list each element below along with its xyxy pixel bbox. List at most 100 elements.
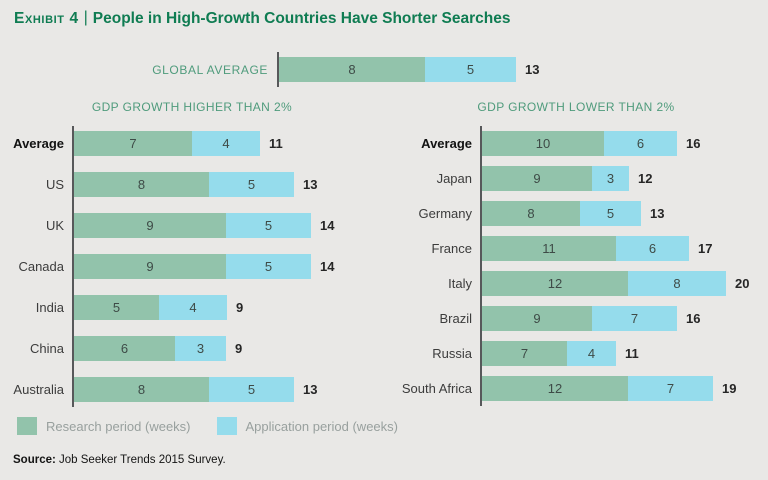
total-label: 13 <box>303 177 318 192</box>
bar-row: France 11 6 17 <box>384 236 768 261</box>
segment-value: 3 <box>606 171 615 186</box>
bar-row: US 8 5 13 <box>0 172 384 197</box>
bar-row: India 5 4 9 <box>0 295 384 320</box>
research-segment: 9 <box>482 306 592 331</box>
category-label: Russia <box>432 346 472 361</box>
application-segment: 5 <box>425 57 516 82</box>
category-label: Italy <box>448 276 472 291</box>
segment-value: 7 <box>520 346 529 361</box>
category-label: China <box>30 341 64 356</box>
bar-row: South Africa 12 7 19 <box>384 376 768 401</box>
bar-row: Canada 9 5 14 <box>0 254 384 279</box>
segment-value: 4 <box>189 300 197 315</box>
research-segment: 7 <box>482 341 567 366</box>
research-segment: 10 <box>482 131 604 156</box>
total-label: 14 <box>320 218 335 233</box>
total-label: 12 <box>638 171 653 186</box>
segment-value: 6 <box>120 341 129 356</box>
application-swatch-icon <box>216 417 237 435</box>
bar-row: Brazil 9 7 16 <box>384 306 768 331</box>
exhibit-label: Exhibit 4 <box>14 10 79 27</box>
total-label: 16 <box>686 136 701 151</box>
application-segment: 7 <box>628 376 713 401</box>
application-segment: 6 <box>616 236 689 261</box>
stacked-bar: 10 6 <box>482 131 677 156</box>
research-segment: 6 <box>74 336 175 361</box>
axis-line <box>480 126 482 406</box>
segment-value: 5 <box>247 382 256 397</box>
bar-row: Average 7 4 11 <box>0 131 384 156</box>
category-label: Germany <box>418 206 472 221</box>
stacked-bar: 11 6 <box>482 236 689 261</box>
title-separator: | <box>83 9 88 26</box>
exhibit-headline: People in High-Growth Countries Have Sho… <box>92 10 511 27</box>
source-prefix: Source: <box>13 454 56 466</box>
category-label: US <box>45 177 64 192</box>
segment-value: 7 <box>129 136 137 151</box>
application-segment: 5 <box>226 254 311 279</box>
stacked-bar: 12 8 <box>482 271 726 296</box>
bar-row: China 6 3 9 <box>0 336 384 361</box>
research-swatch-icon <box>17 417 37 435</box>
total-label: 19 <box>722 381 737 396</box>
segment-value: 5 <box>264 218 273 233</box>
research-segment: 12 <box>482 271 628 296</box>
application-segment: 6 <box>604 131 677 156</box>
total-label: 9 <box>236 300 244 315</box>
segment-value: 9 <box>146 259 154 274</box>
source-text: Job Seeker Trends 2015 Survey. <box>55 454 226 466</box>
segment-value: 8 <box>673 276 681 291</box>
total-label: 16 <box>686 311 701 326</box>
application-segment: 5 <box>226 213 311 238</box>
application-segment: 3 <box>592 166 629 191</box>
category-label: Brazil <box>439 311 472 326</box>
axis-line <box>277 52 279 87</box>
category-label: GLOBAL AVERAGE <box>152 62 268 77</box>
exhibit-title: Exhibit 4 | People in High-Growth Countrie… <box>14 9 511 28</box>
stacked-bar: 12 7 <box>482 376 713 401</box>
total-label: 13 <box>303 382 318 397</box>
total-label: 9 <box>235 341 243 356</box>
global-average-rows: GLOBAL AVERAGE 8 5 13 <box>0 52 768 87</box>
gdp-lower-chart: GDP GROWTH LOWER THAN 2% Average 10 6 16 Jap… <box>384 100 768 406</box>
research-segment: 9 <box>74 213 226 238</box>
global-average-chart: GLOBAL AVERAGE 8 5 13 <box>0 52 768 87</box>
segment-value: 5 <box>247 177 256 192</box>
bar-row: Italy 12 8 20 <box>384 271 768 296</box>
research-segment: 9 <box>74 254 226 279</box>
research-segment: 12 <box>482 376 628 401</box>
application-segment: 4 <box>192 131 260 156</box>
total-label: 14 <box>320 259 335 274</box>
segment-value: 9 <box>533 311 541 326</box>
category-label: Japan <box>436 171 472 186</box>
category-label: Australia <box>13 382 64 397</box>
legend-label-application: Application period (weeks) <box>245 418 398 434</box>
total-label: 11 <box>269 136 283 151</box>
segment-value: 9 <box>146 218 154 233</box>
research-segment: 8 <box>482 201 580 226</box>
segment-value: 8 <box>527 206 535 221</box>
research-segment: 8 <box>279 57 425 82</box>
segment-value: 4 <box>222 136 230 151</box>
segment-value: 4 <box>587 346 596 361</box>
segment-value: 12 <box>547 381 563 396</box>
application-segment: 5 <box>209 172 294 197</box>
category-label: Canada <box>18 259 64 274</box>
application-segment: 8 <box>628 271 726 296</box>
bar-row: Russia 7 4 11 <box>384 341 768 366</box>
category-label: South Africa <box>401 381 472 396</box>
bar-row: Average 10 6 16 <box>384 131 768 156</box>
segment-value: 8 <box>348 62 356 77</box>
axis-line <box>72 126 74 407</box>
application-segment: 7 <box>592 306 677 331</box>
gdp-higher-rows: Average 7 4 11 US 8 5 13 UK 9 5 14 Canada 9 5 14 India 5 4… <box>0 126 384 407</box>
segment-value: 5 <box>112 300 121 315</box>
total-label: 13 <box>650 206 665 221</box>
gdp-higher-title: GDP GROWTH HIGHER THAN 2% <box>91 100 293 114</box>
